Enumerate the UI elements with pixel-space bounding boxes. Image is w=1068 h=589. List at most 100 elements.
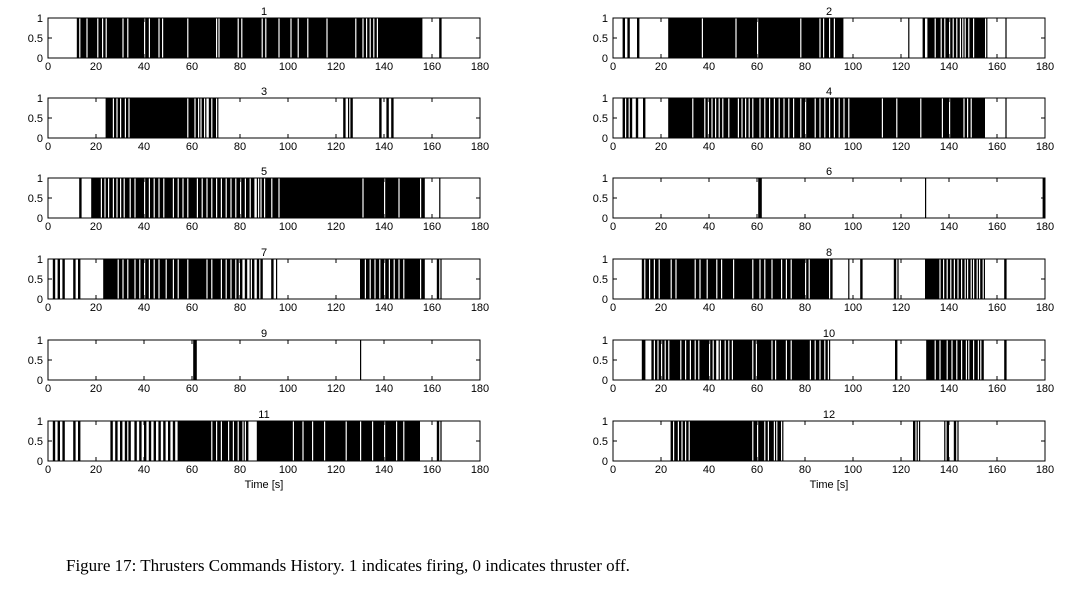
y-tick-label: 0 (602, 294, 608, 306)
firing-bar (298, 18, 308, 58)
firing-bar (749, 98, 753, 138)
y-tick-label: 1 (602, 254, 608, 266)
x-tick-label: 20 (655, 141, 667, 153)
firing-bar (722, 259, 733, 299)
firing-bar (824, 18, 829, 58)
firing-bar (940, 340, 947, 380)
firing-bar (212, 98, 216, 138)
firing-bar (686, 421, 689, 461)
firing-bar (128, 421, 131, 461)
firing-bar (80, 18, 87, 58)
x-tick-label: 0 (610, 141, 616, 153)
firing-bar (709, 98, 712, 138)
x-tick-label: 0 (45, 302, 51, 314)
x-tick-label: 60 (751, 221, 763, 233)
x-tick-label: 160 (423, 221, 441, 233)
firing-bar (643, 98, 646, 138)
firing-bar (883, 98, 897, 138)
firing-bar (669, 340, 681, 380)
firing-bar (953, 18, 957, 58)
firing-bar (974, 259, 977, 299)
firing-bar (222, 178, 226, 218)
firing-bar (375, 259, 380, 299)
firing-bar (363, 178, 384, 218)
firing-bar (695, 259, 700, 299)
firing-bar (236, 178, 240, 218)
firing-bar (242, 18, 262, 58)
firing-bar (629, 98, 633, 138)
firing-bar (114, 178, 117, 218)
y-tick-label: 0 (602, 375, 608, 387)
x-tick-label: 80 (234, 61, 246, 73)
x-tick-label: 160 (988, 61, 1006, 73)
x-tick-label: 60 (751, 383, 763, 395)
firing-bar (665, 340, 669, 380)
firing-bar (986, 18, 988, 58)
firing-bar (139, 421, 142, 461)
firing-bar (733, 340, 753, 380)
x-tick-label: 120 (892, 61, 910, 73)
firing-bar (791, 259, 805, 299)
firing-bar (188, 259, 207, 299)
x-tick-label: 40 (138, 302, 150, 314)
x-tick-label: 40 (703, 141, 715, 153)
firing-bar (952, 340, 957, 380)
firing-bar (925, 259, 940, 299)
firing-bar (385, 178, 399, 218)
x-tick-label: 0 (45, 141, 51, 153)
firing-bar (421, 178, 425, 218)
firing-bar (806, 259, 809, 299)
x-tick-label: 0 (45, 464, 51, 476)
panel-title: 9 (261, 328, 267, 340)
firing-bar (1005, 98, 1007, 138)
firing-bar (944, 421, 946, 461)
x-tick-label: 60 (751, 61, 763, 73)
firing-bar (106, 18, 123, 58)
x-tick-label: 180 (471, 221, 489, 233)
x-tick-label: 120 (327, 221, 345, 233)
firing-bar (645, 259, 649, 299)
firing-bar (682, 421, 685, 461)
firing-bar (291, 18, 298, 58)
x-tick-label: 60 (751, 141, 763, 153)
firing-bar (950, 18, 953, 58)
firing-bar (356, 18, 363, 58)
panel-title: 12 (823, 409, 835, 421)
firing-bar (716, 98, 719, 138)
thruster-panel-10: 0 20 40 60 80 100 120 140 160 180 0 0.5 1 10 (593, 328, 1054, 395)
y-tick-label: 0.5 (28, 113, 43, 125)
x-tick-label: 140 (375, 383, 393, 395)
firing-bar (926, 340, 935, 380)
firing-bar (52, 421, 56, 461)
panel-title: 11 (258, 409, 269, 421)
firing-bar (779, 98, 784, 138)
x-tick-label: 20 (655, 302, 667, 314)
firing-bar (168, 421, 171, 461)
x-tick-label: 120 (327, 141, 345, 153)
firing-bar (965, 259, 967, 299)
firing-bar (440, 259, 442, 299)
firing-bar (811, 340, 815, 380)
firing-bar (279, 178, 363, 218)
firing-bar (105, 98, 113, 138)
firing-bar (775, 98, 779, 138)
firing-bar (957, 421, 959, 461)
firing-bar (148, 421, 152, 461)
firing-bar (252, 259, 255, 299)
firing-bar (208, 98, 212, 138)
firing-bar (370, 18, 374, 58)
y-tick-label: 1 (602, 416, 608, 428)
firing-bar (105, 178, 108, 218)
firing-bar (739, 98, 742, 138)
thruster-panel-7: 0 20 40 60 80 100 120 140 160 180 0 0.5 1 7 (28, 247, 489, 314)
firing-bar (73, 421, 76, 461)
panel-title: 1 (261, 6, 267, 18)
firing-bar (350, 98, 353, 138)
firing-bar (717, 259, 721, 299)
firing-bar (374, 18, 377, 58)
firing-bar (693, 98, 705, 138)
firing-bar (848, 259, 850, 299)
firing-bar (348, 98, 350, 138)
firing-bar (379, 98, 382, 138)
x-tick-label: 160 (423, 464, 441, 476)
